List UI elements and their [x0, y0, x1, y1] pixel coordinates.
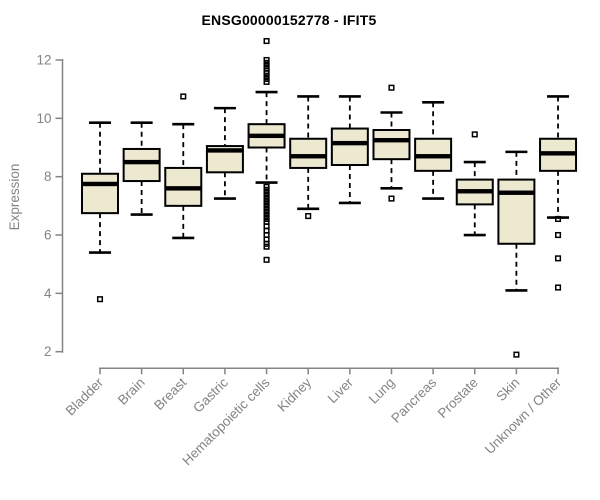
median-line — [290, 154, 327, 159]
box-lung — [372, 129, 411, 161]
outlier-point — [471, 131, 478, 138]
box-bladder — [81, 172, 119, 215]
median-line — [206, 148, 243, 153]
y-tick-label: 12 — [36, 53, 51, 68]
outlier-point — [554, 231, 562, 239]
outlier-point — [554, 255, 562, 262]
outlier-point — [388, 84, 395, 91]
median-line — [248, 133, 285, 139]
box-brain — [122, 147, 161, 183]
outlier-point — [305, 213, 312, 220]
median-line — [82, 181, 118, 187]
x-tick-label: Lung — [366, 375, 398, 407]
x-tick-label: Kidney — [275, 375, 315, 415]
outlier-point — [388, 195, 395, 202]
x-tick-label: Prostate — [435, 375, 481, 421]
x-tick-label: Skin — [493, 375, 522, 404]
y-tick-label: 2 — [44, 344, 52, 359]
outlier-point — [263, 256, 270, 263]
x-tick-label: Gastric — [190, 375, 231, 416]
median-line — [498, 190, 535, 195]
median-line — [456, 189, 493, 194]
box-skin — [497, 178, 536, 245]
x-tick-label: Liver — [325, 374, 357, 406]
box-liver — [330, 127, 369, 167]
x-tick-label: Pancreas — [388, 375, 439, 426]
chart-title: ENSG00000152778 - IFIT5 — [201, 12, 377, 28]
x-tick-label: Brain — [115, 375, 148, 408]
y-tick-label: 8 — [44, 169, 52, 184]
median-line — [123, 159, 160, 165]
y-tick-label: 6 — [44, 228, 52, 243]
outlier-point — [513, 351, 520, 358]
median-line — [165, 186, 202, 191]
y-axis-title: Expression — [7, 164, 22, 231]
median-line — [373, 138, 410, 143]
median-line — [540, 151, 577, 156]
outlier-point — [180, 93, 187, 100]
y-tick-label: 10 — [36, 111, 51, 126]
box-kidney — [289, 137, 328, 169]
x-tick-label: Breast — [151, 375, 189, 413]
outlier-point — [96, 296, 104, 303]
median-line — [415, 154, 452, 159]
outlier-point — [554, 215, 562, 223]
x-tick-label: Unknown / Other — [482, 374, 565, 457]
outlier-point — [263, 37, 270, 45]
outlier-point — [263, 78, 270, 85]
outlier-point — [263, 243, 270, 250]
median-line — [331, 140, 368, 146]
outlier-point — [554, 284, 562, 291]
y-tick-label: 4 — [44, 286, 52, 301]
x-tick-label: Bladder — [63, 374, 107, 418]
